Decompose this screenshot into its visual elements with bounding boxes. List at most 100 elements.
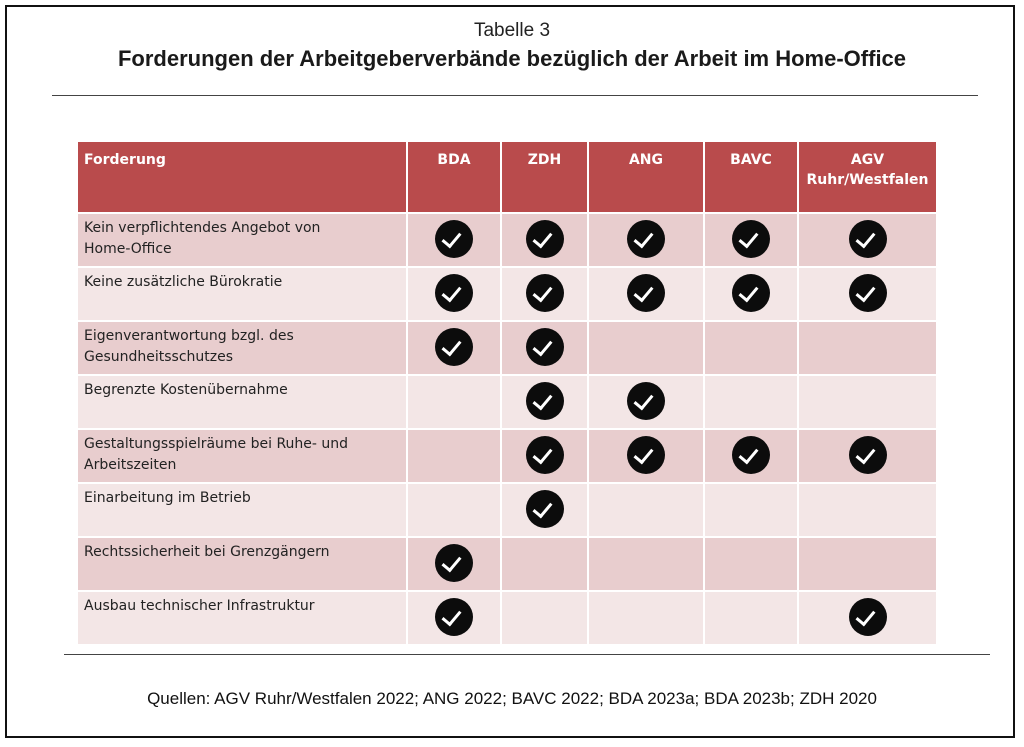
check-cell xyxy=(704,375,799,430)
divider-bottom xyxy=(64,654,990,655)
table-body: Kein verpflichtendes Angebot von Home-Off… xyxy=(78,213,938,646)
row-label: Kein verpflichtendes Angebot von Home-Off… xyxy=(78,213,408,268)
check-cell xyxy=(798,429,938,484)
check-cell xyxy=(407,213,502,268)
table-row: Einarbeitung im Betrieb xyxy=(78,483,938,538)
row-label: Ausbau technischer Infrastruktur xyxy=(78,591,408,646)
check-circle-icon xyxy=(435,544,473,582)
check-circle-icon xyxy=(848,274,887,312)
page-title: Forderungen der Arbeitgeberverbände bezü… xyxy=(117,46,907,71)
check-circle-icon xyxy=(848,598,887,636)
row-label-line2: Arbeitszeiten xyxy=(84,457,177,473)
check-circle-icon xyxy=(732,220,770,258)
table-row: Keine zusätzliche Bürokratie xyxy=(78,267,938,322)
header-zdh: ZDH xyxy=(501,142,589,214)
check-cell xyxy=(407,483,502,538)
check-cell xyxy=(588,375,705,430)
check-circle-icon xyxy=(435,220,473,258)
row-label-line1: Eigenverantwortung bzgl. des xyxy=(84,328,294,344)
row-label: Keine zusätzliche Bürokratie xyxy=(78,267,408,322)
check-cell xyxy=(704,591,799,646)
header-agv-line1: AGV xyxy=(850,152,885,168)
row-label-line1: Begrenzte Kostenübernahme xyxy=(84,382,288,398)
check-cell xyxy=(588,591,705,646)
check-circle-icon xyxy=(435,274,473,312)
check-cell xyxy=(588,537,705,592)
requirements-table: Forderung BDA ZDH ANG BAVC AGV Ruhr/West… xyxy=(78,142,938,646)
check-cell xyxy=(798,537,938,592)
table-row: Begrenzte Kostenübernahme xyxy=(78,375,938,430)
table-header-row: Forderung BDA ZDH ANG BAVC AGV Ruhr/West… xyxy=(78,142,938,214)
check-cell xyxy=(798,483,938,538)
table-row: Ausbau technischer Infrastruktur xyxy=(78,591,938,646)
check-cell xyxy=(798,321,938,376)
check-cell xyxy=(407,267,502,322)
check-cell xyxy=(588,267,705,322)
check-cell xyxy=(501,591,589,646)
check-circle-icon xyxy=(525,490,564,528)
check-cell xyxy=(501,537,589,592)
table-caption: Tabelle 3 xyxy=(473,20,551,41)
header-agv-line2: Ruhr/Westfalen xyxy=(806,172,929,188)
divider-top xyxy=(52,95,978,96)
check-cell xyxy=(588,213,705,268)
check-circle-icon xyxy=(525,328,564,366)
check-circle-icon xyxy=(525,220,564,258)
check-cell xyxy=(704,213,799,268)
row-label: Rechtssicherheit bei Grenzgängern xyxy=(78,537,408,592)
row-label-line1: Kein verpflichtendes Angebot von xyxy=(84,220,321,236)
row-label-line1: Gestaltungsspielräume bei Ruhe- und xyxy=(84,436,349,452)
sources-note: Quellen: AGV Ruhr/Westfalen 2022; ANG 20… xyxy=(147,689,877,708)
check-circle-icon xyxy=(732,436,770,474)
check-cell xyxy=(501,321,589,376)
check-cell xyxy=(407,429,502,484)
row-label-line1: Ausbau technischer Infrastruktur xyxy=(84,598,315,614)
row-label-line1: Keine zusätzliche Bürokratie xyxy=(84,274,283,290)
check-cell xyxy=(407,537,502,592)
check-cell xyxy=(501,213,589,268)
check-cell xyxy=(704,483,799,538)
check-cell xyxy=(501,483,589,538)
header-bda: BDA xyxy=(407,142,502,214)
check-circle-icon xyxy=(627,436,665,474)
check-circle-icon xyxy=(525,382,564,420)
check-cell xyxy=(407,591,502,646)
check-circle-icon xyxy=(525,436,564,474)
check-cell xyxy=(798,213,938,268)
check-circle-icon xyxy=(848,436,887,474)
check-cell xyxy=(501,429,589,484)
table-row: Rechtssicherheit bei Grenzgängern xyxy=(78,537,938,592)
row-label-line2: Home-Office xyxy=(84,241,172,257)
header-forderung: Forderung xyxy=(78,142,408,214)
row-label: Begrenzte Kostenübernahme xyxy=(78,375,408,430)
check-circle-icon xyxy=(848,220,887,258)
page-frame xyxy=(5,5,1015,738)
check-cell xyxy=(704,429,799,484)
row-label-line2: Gesundheitsschutzes xyxy=(84,349,234,365)
check-cell xyxy=(588,321,705,376)
check-cell xyxy=(407,321,502,376)
check-cell xyxy=(798,375,938,430)
row-label-line1: Einarbeitung im Betrieb xyxy=(84,490,251,506)
check-circle-icon xyxy=(435,328,473,366)
check-circle-icon xyxy=(627,220,665,258)
row-label: Einarbeitung im Betrieb xyxy=(78,483,408,538)
check-cell xyxy=(798,591,938,646)
table-row: Kein verpflichtendes Angebot von Home-Off… xyxy=(78,213,938,268)
table-row: Eigenverantwortung bzgl. des Gesundheitss… xyxy=(78,321,938,376)
header-bavc: BAVC xyxy=(704,142,799,214)
row-label: Gestaltungsspielräume bei Ruhe- und Arbei… xyxy=(78,429,408,484)
check-cell xyxy=(588,429,705,484)
row-label-line1: Rechtssicherheit bei Grenzgängern xyxy=(84,544,330,560)
check-circle-icon xyxy=(435,598,473,636)
check-circle-icon xyxy=(732,274,770,312)
check-cell xyxy=(704,321,799,376)
check-circle-icon xyxy=(627,274,665,312)
check-cell xyxy=(407,375,502,430)
table-row: Gestaltungsspielräume bei Ruhe- und Arbei… xyxy=(78,429,938,484)
header-ang: ANG xyxy=(588,142,705,214)
row-label: Eigenverantwortung bzgl. des Gesundheitss… xyxy=(78,321,408,376)
check-cell xyxy=(501,267,589,322)
check-cell xyxy=(798,267,938,322)
check-cell xyxy=(704,267,799,322)
